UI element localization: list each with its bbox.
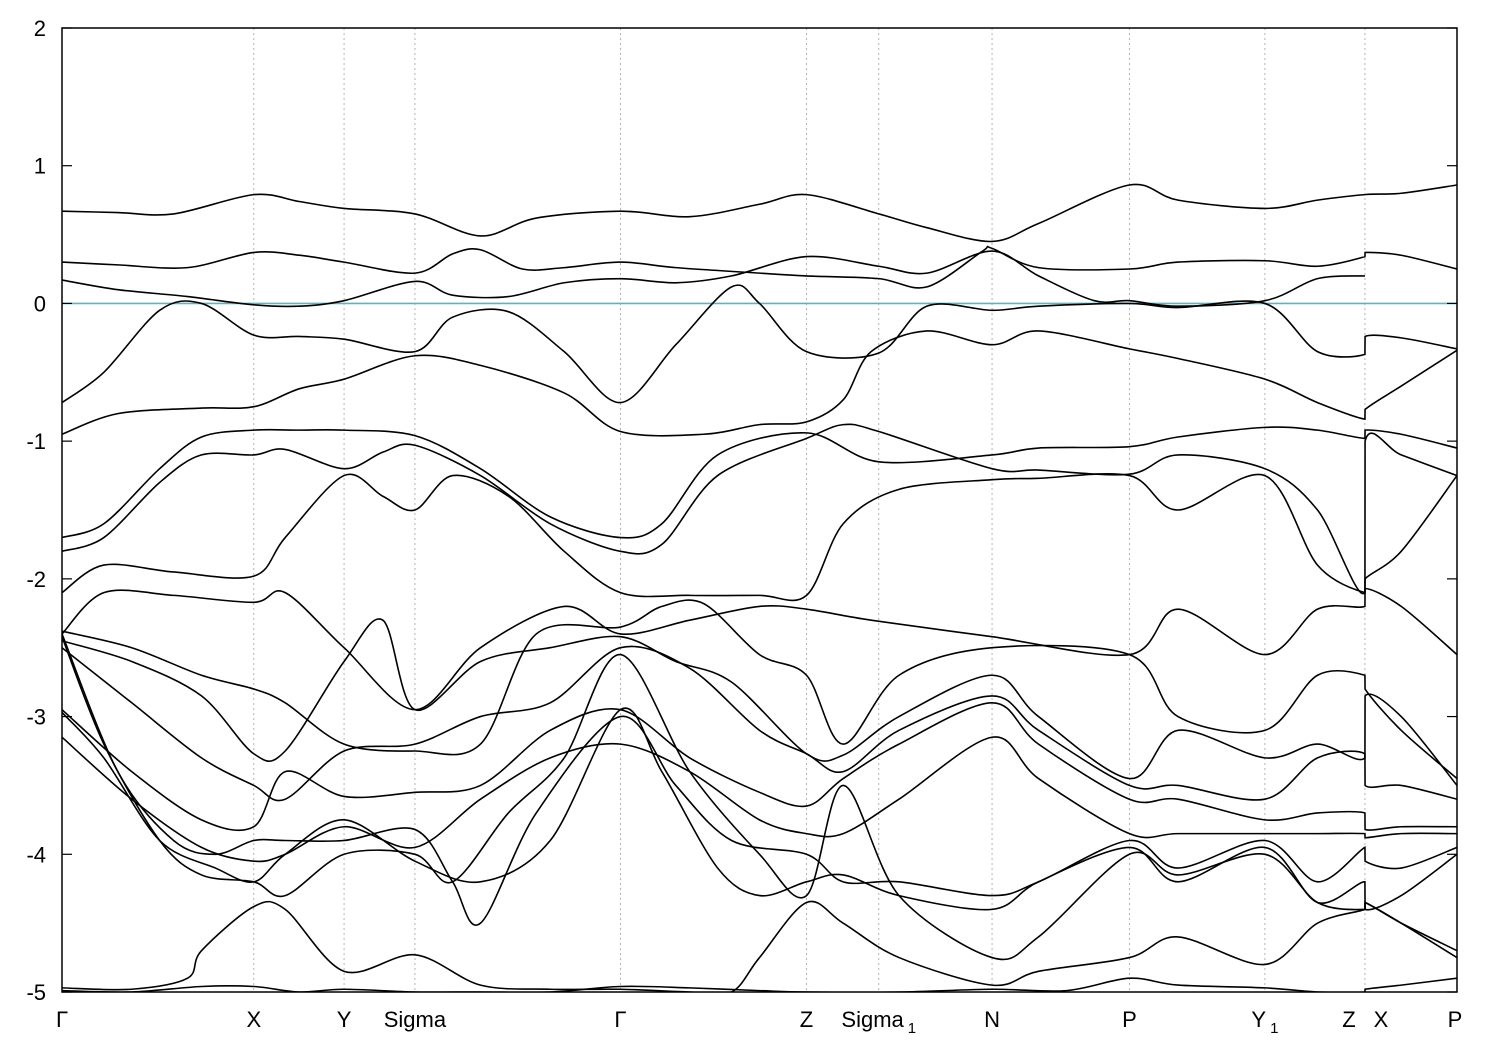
y-tick-label: 1 [34,154,46,179]
x-tick-label: Sigma [384,1007,447,1032]
y-tick-label: -5 [26,980,46,1005]
band-line-11 [62,618,1457,786]
band-line-18 [62,900,1457,992]
x-tick-label: Z [1342,1007,1355,1032]
band-line-5 [62,330,1457,437]
y-tick-label: 2 [34,16,46,41]
band-line-13 [62,701,1457,832]
band-line-9 [62,587,1457,711]
x-tick-label: Γ [56,1007,68,1032]
band-line-12 [62,645,1457,802]
band-line-4 [62,284,1457,404]
x-tick-label: Γ [614,1007,626,1032]
x-tick-label: X [1374,1007,1389,1032]
plot-frame [61,27,1458,993]
x-tick-label: X [246,1007,261,1032]
y-tick-label: -2 [26,567,46,592]
y-axis-ticks: 2 1 0 -1 -2 -3 -4 -5 [26,16,1457,1005]
kpoint-gridlines [253,28,1366,992]
band-line-6 [62,426,1457,539]
x-tick-label: N [984,1007,1000,1032]
band-line-16 [62,707,1457,911]
x-tick-subscript: 1 [1270,1020,1278,1037]
band-line-8 [62,473,1457,602]
band-line-7 [62,423,1457,595]
y-tick-label: -3 [26,705,46,730]
band-line-3 [62,250,1365,308]
band-line-2 [62,245,1457,289]
band-line-10 [62,599,1457,780]
band-line-15 [62,633,1457,926]
x-tick-subscript: 1 [908,1020,916,1037]
x-tick-label: P [1122,1007,1137,1032]
y-tick-label: 0 [34,291,46,316]
x-tick-label: P [1448,1007,1463,1032]
x-tick-label: Y [337,1007,352,1032]
x-tick-label: Z [800,1007,813,1032]
band-lines [62,183,1457,992]
y-tick-label: -4 [26,842,46,867]
band-line-17 [62,636,1457,961]
band-line-1 [62,183,1457,243]
x-axis-kpoint-labels: Γ X Y Sigma Γ Z Sigma 1 N P Y 1 Z X P [56,1007,1462,1037]
y-tick-label: -1 [26,429,46,454]
